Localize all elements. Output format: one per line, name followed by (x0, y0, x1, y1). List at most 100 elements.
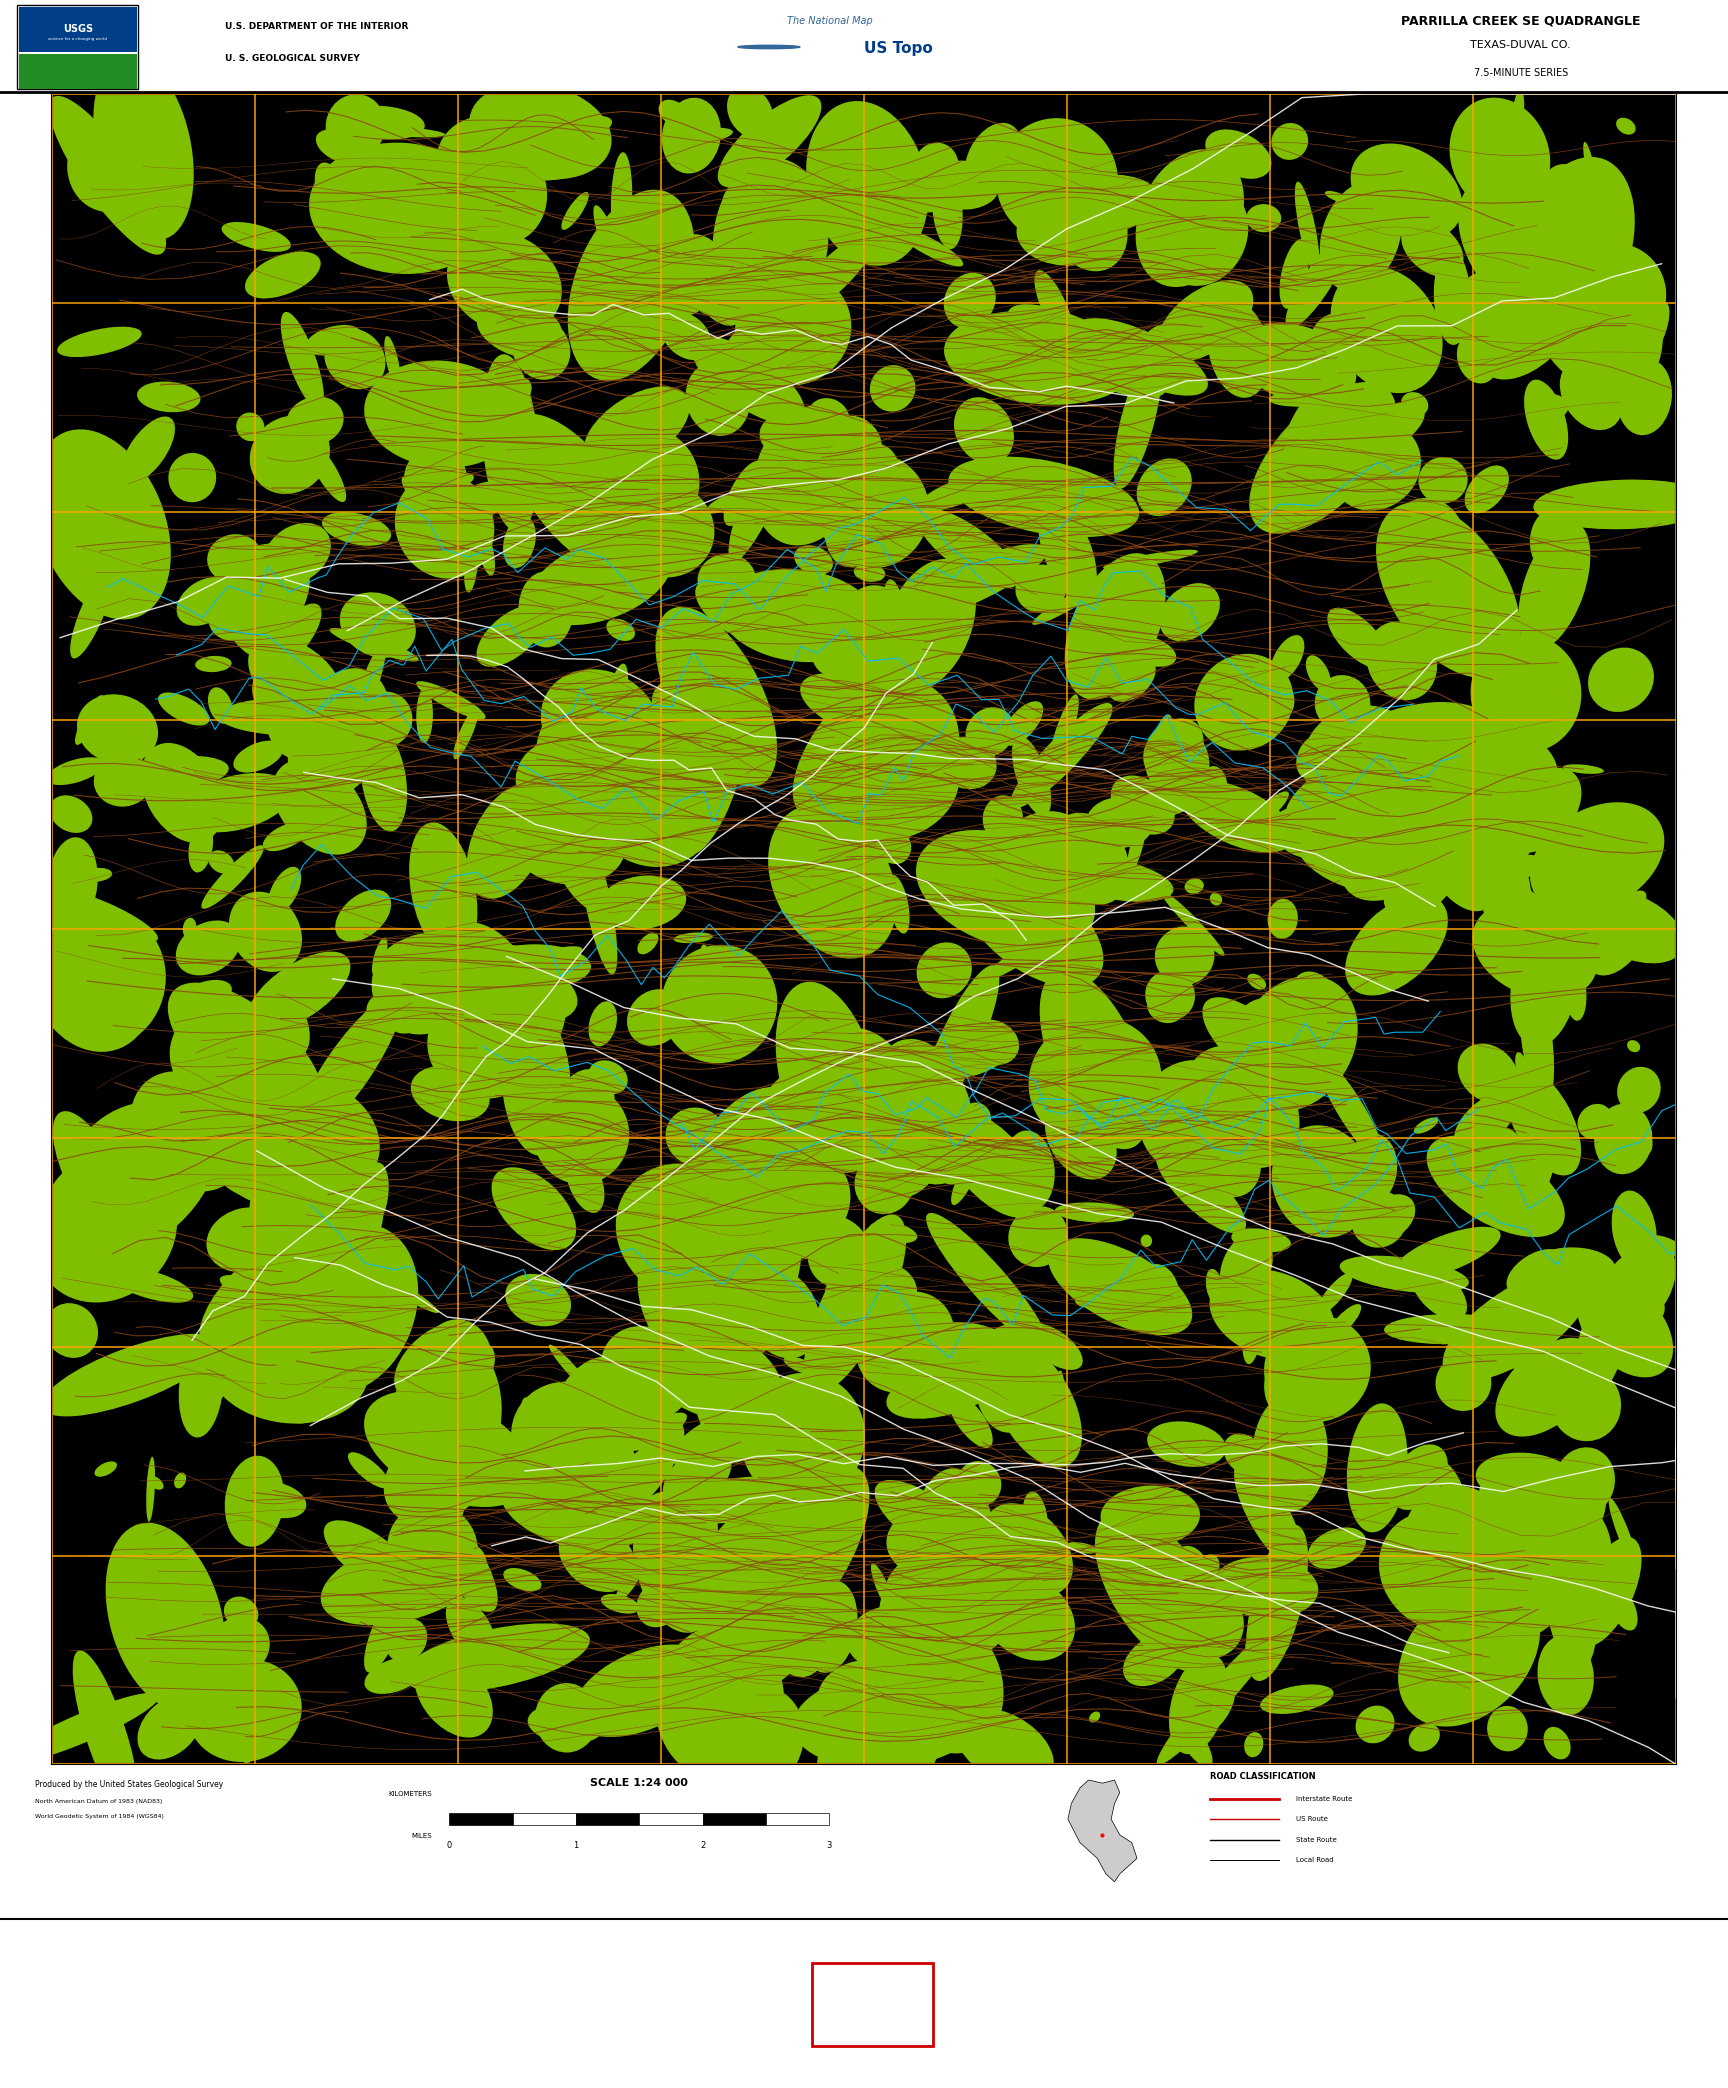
Ellipse shape (1327, 608, 1389, 668)
Ellipse shape (112, 497, 145, 589)
Ellipse shape (729, 418, 797, 562)
Ellipse shape (178, 1338, 223, 1437)
Ellipse shape (632, 1491, 721, 1633)
Ellipse shape (874, 1480, 971, 1558)
Ellipse shape (228, 892, 302, 971)
Ellipse shape (1184, 1046, 1299, 1167)
Ellipse shape (657, 1476, 831, 1524)
Ellipse shape (800, 1315, 847, 1361)
Ellipse shape (361, 729, 408, 831)
Ellipse shape (1529, 507, 1579, 574)
Ellipse shape (750, 292, 769, 349)
Ellipse shape (795, 545, 833, 574)
Ellipse shape (1159, 583, 1220, 641)
Ellipse shape (700, 944, 726, 1042)
Ellipse shape (1102, 549, 1198, 570)
Ellipse shape (384, 336, 401, 386)
Ellipse shape (399, 1662, 434, 1689)
Ellipse shape (465, 539, 479, 593)
Ellipse shape (1007, 305, 1166, 399)
Bar (449, 1812, 513, 1825)
Text: 1: 1 (574, 1842, 579, 1850)
Ellipse shape (422, 921, 544, 1088)
Ellipse shape (914, 1038, 1007, 1079)
Ellipse shape (316, 129, 365, 163)
Ellipse shape (817, 1666, 943, 1827)
Ellipse shape (1234, 975, 1358, 1111)
Ellipse shape (1294, 806, 1434, 894)
Ellipse shape (807, 1224, 867, 1288)
Ellipse shape (1140, 1234, 1153, 1247)
Ellipse shape (1194, 654, 1293, 750)
Ellipse shape (1075, 317, 1208, 395)
Ellipse shape (627, 990, 683, 1046)
Ellipse shape (1571, 1253, 1642, 1411)
Ellipse shape (76, 960, 135, 1013)
Ellipse shape (427, 990, 543, 1098)
Ellipse shape (365, 1391, 532, 1508)
Ellipse shape (292, 783, 306, 798)
Ellipse shape (1279, 238, 1310, 309)
Ellipse shape (722, 180, 771, 240)
Ellipse shape (467, 783, 550, 898)
Ellipse shape (1578, 1105, 1612, 1138)
Ellipse shape (249, 637, 344, 720)
Ellipse shape (187, 1660, 302, 1762)
Ellipse shape (717, 1219, 802, 1284)
Ellipse shape (757, 305, 819, 380)
Ellipse shape (347, 1453, 391, 1489)
Ellipse shape (1547, 1568, 1595, 1668)
Ellipse shape (565, 1150, 605, 1213)
Ellipse shape (1434, 248, 1471, 345)
Ellipse shape (1159, 889, 1225, 956)
Ellipse shape (366, 994, 399, 1034)
Ellipse shape (1049, 1238, 1192, 1334)
Bar (575, 1812, 639, 1825)
Ellipse shape (831, 677, 959, 808)
Ellipse shape (947, 1393, 994, 1447)
Ellipse shape (410, 823, 477, 958)
Ellipse shape (740, 1230, 760, 1240)
Ellipse shape (527, 729, 613, 823)
Ellipse shape (975, 1324, 1042, 1432)
Ellipse shape (1588, 647, 1654, 712)
Ellipse shape (797, 194, 859, 215)
Ellipse shape (985, 841, 1021, 910)
Ellipse shape (1272, 123, 1308, 161)
Ellipse shape (1208, 301, 1270, 397)
Ellipse shape (807, 1071, 833, 1098)
Ellipse shape (1512, 1514, 1543, 1562)
Ellipse shape (309, 142, 494, 274)
Ellipse shape (1507, 157, 1635, 347)
Ellipse shape (916, 507, 1020, 589)
Ellipse shape (306, 326, 361, 355)
Ellipse shape (658, 100, 688, 125)
Ellipse shape (105, 1522, 225, 1712)
Ellipse shape (323, 1520, 416, 1595)
Ellipse shape (598, 875, 686, 929)
Ellipse shape (358, 1163, 389, 1232)
Ellipse shape (93, 754, 154, 806)
Ellipse shape (384, 1428, 489, 1524)
Ellipse shape (240, 1307, 302, 1345)
Ellipse shape (321, 512, 391, 545)
Ellipse shape (638, 933, 658, 954)
Ellipse shape (918, 474, 997, 512)
Ellipse shape (1375, 720, 1400, 752)
Ellipse shape (1410, 1263, 1467, 1320)
Ellipse shape (1268, 898, 1298, 940)
Ellipse shape (1628, 1040, 1640, 1052)
Ellipse shape (102, 1111, 183, 1240)
Ellipse shape (584, 386, 689, 470)
Ellipse shape (873, 1040, 975, 1184)
Ellipse shape (237, 413, 264, 441)
Ellipse shape (1315, 674, 1370, 731)
Ellipse shape (916, 942, 971, 998)
Ellipse shape (727, 86, 772, 138)
Ellipse shape (598, 428, 700, 532)
Ellipse shape (636, 1581, 681, 1627)
Text: US Topo: US Topo (864, 42, 933, 56)
Ellipse shape (1609, 1497, 1638, 1570)
Ellipse shape (650, 292, 703, 317)
Ellipse shape (610, 480, 714, 578)
